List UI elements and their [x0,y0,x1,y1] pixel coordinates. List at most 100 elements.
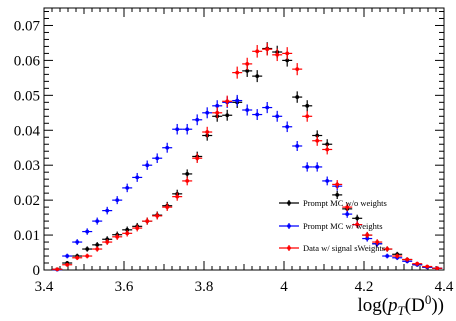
data-point [72,255,83,261]
x-tick-label: 3.4 [35,279,54,295]
x-tick-label: 4 [280,279,288,295]
data-point [382,253,393,259]
data-point [392,253,403,259]
data-point [142,160,153,170]
legend-label: Prompt MC w/ weights [303,221,383,231]
data-point [342,203,353,211]
data-point [382,246,393,252]
data-point [272,48,283,62]
data-point [332,190,343,200]
data-point [292,91,303,103]
data-point [272,110,283,122]
data-point [232,94,243,107]
data-point [302,100,313,112]
legend-label: Data w/ signal sWeights [303,243,385,253]
axis-ticks [43,8,445,271]
data-point [112,196,123,205]
x-axis-title: log(pT(D0)) [357,292,444,318]
data-point [162,142,173,153]
y-tick-label: 0.02 [14,193,40,209]
data-point [112,233,123,240]
axis-tick-labels: 3.4 3.6 3.8 4 4.2 4.4 0 0.01 0.02 0.03 0.04 0.05 0.0… [14,18,454,295]
legend-item: Data w/ signal sWeights [279,243,385,253]
data-point [242,104,253,116]
data-point [342,210,353,218]
data-point [82,253,93,259]
data-point [252,70,263,83]
data-point [212,107,223,119]
data-point [422,264,433,269]
legend-item: Prompt MC w/ weights [279,221,383,231]
data-point [322,144,333,155]
data-point [72,239,83,245]
data-point [242,57,253,71]
data-point [122,230,133,237]
data-point [252,45,263,58]
legend-item: Prompt MC w/o weights [279,198,387,208]
data-point [282,47,293,60]
data-point [402,257,413,262]
y-tick-label: 0.07 [14,18,41,34]
data-point [162,203,173,211]
data-point [222,109,233,121]
data-point [202,126,213,138]
data-point [222,95,233,107]
data-point [232,66,243,79]
data-point [332,180,343,189]
y-tick-label: 0 [33,263,41,279]
data-point [62,253,73,259]
x-tick-label: 3.8 [195,279,214,295]
data-point [312,162,323,172]
series [52,42,443,272]
data-point [292,140,303,151]
data-series [52,42,443,272]
series [52,42,443,272]
data-point [362,231,373,239]
x-tick-label: 3.6 [115,279,134,295]
x-tick-label: 4.4 [435,279,454,295]
data-point [352,221,363,229]
x-tick-label: 4.2 [355,279,374,295]
data-point [302,110,313,122]
data-point [262,101,273,114]
data-point [262,42,273,56]
data-point [182,176,193,186]
data-point [142,217,153,225]
data-point [182,123,193,135]
data-point [252,109,263,121]
data-point [132,172,143,182]
y-tick-label: 0.01 [14,228,40,244]
data-point [92,242,103,248]
data-point [172,192,183,201]
legend: Prompt MC w/o weights Prompt MC w/ weight… [279,198,387,253]
data-point [82,246,93,252]
data-point [292,63,303,76]
data-point [62,262,73,267]
legend-label: Prompt MC w/o weights [303,198,387,208]
data-point [82,228,93,235]
data-point [312,135,323,146]
data-point [412,261,423,266]
data-point [372,239,383,245]
data-point [152,212,163,220]
y-tick-label: 0.06 [14,53,41,69]
data-point [102,239,113,245]
data-point [192,114,203,126]
data-point [152,153,163,164]
plot-frame [43,7,445,271]
data-point [172,123,183,135]
data-point [92,246,103,252]
data-point [322,176,333,186]
data-point [352,214,363,222]
data-point [122,183,133,193]
data-point [92,217,103,225]
y-tick-label: 0.05 [14,88,40,104]
y-tick-label: 0.03 [14,158,40,174]
data-point [192,153,203,164]
data-point [52,267,63,272]
data-point [132,224,143,232]
data-point [282,54,293,67]
data-point [282,121,293,133]
y-tick-label: 0.04 [14,123,41,139]
